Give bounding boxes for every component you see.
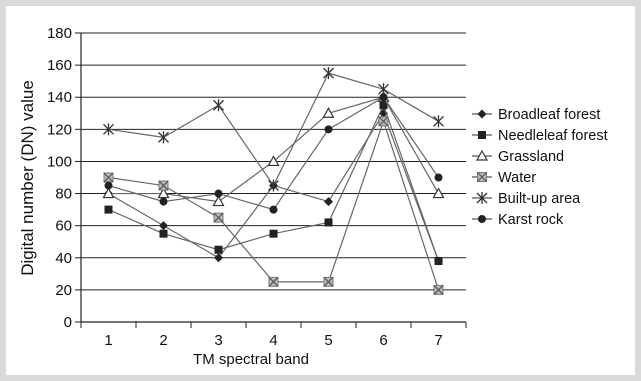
series-built-up-area (103, 67, 444, 192)
legend-marker-needleleaf-forest (478, 131, 486, 139)
data-point-built-up-area (268, 179, 279, 192)
y-tick-label: 160 (47, 57, 72, 74)
x-tick-label: 6 (379, 332, 387, 349)
data-point-grassland (322, 107, 335, 118)
data-point-water (378, 116, 389, 127)
data-point-needleleaf-forest (159, 229, 168, 238)
data-point-karst-rock (104, 181, 113, 190)
data-point-grassland (212, 195, 225, 207)
y-tick-label: 140 (47, 89, 72, 106)
y-tick-label: 100 (47, 153, 72, 170)
legend-item-grassland: Grassland (472, 149, 564, 165)
legend-item-water: Water (472, 170, 536, 186)
data-point-karst-rock (434, 173, 443, 182)
data-point-karst-rock (159, 197, 168, 206)
line-chart: 0 20 40 60 80 100 120 140 160 180 1 2 3 4 5 6 7 Broadle… (18, 25, 608, 368)
legend-item-needleleaf-forest: Needleleaf forest (472, 128, 608, 144)
series-line-water (108, 119, 440, 291)
data-point-built-up-area (378, 83, 389, 96)
x-tick-labels: 1 2 3 4 5 6 7 (104, 332, 442, 349)
data-point-karst-rock (269, 205, 278, 214)
series-needleleaf-forest (104, 101, 443, 265)
x-tick-label: 2 (159, 332, 167, 349)
legend-marker-karst-rock (478, 215, 486, 223)
data-point-karst-rock (214, 189, 223, 198)
data-point-needleleaf-forest (269, 229, 278, 238)
legend-marker-water (477, 172, 487, 182)
y-tick-label: 120 (47, 121, 72, 138)
data-point-broadleaf-forest (324, 197, 333, 207)
series-group (102, 67, 445, 295)
x-tick-label: 1 (104, 332, 112, 349)
legend-marker-broadleaf-forest (477, 109, 487, 119)
data-point-grassland (267, 155, 280, 167)
series-karst-rock (104, 93, 443, 214)
data-point-built-up-area (158, 131, 169, 144)
series-line-karst-rock (108, 96, 439, 211)
legend-label: Broadleaf forest (498, 107, 600, 123)
legend-item-built-up-area: Built-up area (472, 191, 581, 207)
y-tick-label: 60 (55, 218, 72, 235)
data-point-needleleaf-forest (104, 205, 113, 214)
data-point-needleleaf-forest (324, 218, 333, 227)
chart-frame: 0 20 40 60 80 100 120 140 160 180 1 2 3 4 5 6 7 Broadle… (6, 6, 635, 375)
y-tick-label: 180 (47, 25, 72, 42)
y-tick-label: 40 (55, 250, 72, 267)
series-water (103, 116, 444, 295)
data-point-built-up-area (323, 67, 334, 80)
y-tick-label: 20 (55, 282, 72, 299)
data-point-water (213, 212, 224, 223)
data-point-water (268, 276, 279, 287)
x-tick-label: 5 (324, 332, 332, 349)
legend-item-broadleaf-forest: Broadleaf forest (472, 107, 600, 123)
legend-label: Built-up area (498, 191, 581, 207)
data-point-karst-rock (379, 93, 388, 102)
x-tick-label: 7 (434, 332, 442, 349)
legend-marker-grassland (475, 149, 489, 161)
legend-marker-built-up-area (476, 192, 488, 204)
legend: Broadleaf forest Needleleaf forest Grassla… (472, 107, 608, 228)
legend-item-karst-rock: Karst rock (472, 212, 564, 228)
data-point-water (103, 172, 114, 183)
legend-label: Grassland (498, 149, 564, 165)
legend-label: Karst rock (498, 212, 564, 228)
legend-label: Needleleaf forest (498, 128, 608, 144)
y-tick-label: 80 (55, 186, 72, 203)
x-tick-label: 4 (269, 332, 277, 349)
data-point-water (158, 180, 169, 191)
data-point-broadleaf-forest (159, 221, 168, 231)
axes (75, 32, 467, 328)
data-point-built-up-area (433, 115, 444, 128)
data-point-grassland (432, 187, 445, 199)
y-tick-labels: 0 20 40 60 80 100 120 140 160 180 (47, 25, 72, 331)
legend-label: Water (498, 170, 536, 186)
data-point-needleleaf-forest (434, 256, 443, 265)
y-axis-title: Digital number (DN) value (18, 80, 37, 276)
y-tick-label: 0 (64, 314, 72, 331)
x-axis-title: TM spectral band (193, 351, 309, 368)
data-point-needleleaf-forest (214, 245, 223, 254)
data-point-grassland (102, 187, 115, 199)
x-tick-label: 3 (214, 332, 222, 349)
data-point-karst-rock (324, 125, 333, 134)
data-point-water (433, 284, 444, 295)
data-point-built-up-area (213, 99, 224, 112)
data-point-water (323, 276, 334, 287)
data-point-grassland (157, 187, 170, 199)
data-point-needleleaf-forest (379, 101, 388, 110)
data-point-built-up-area (103, 123, 114, 136)
data-point-broadleaf-forest (214, 253, 223, 263)
